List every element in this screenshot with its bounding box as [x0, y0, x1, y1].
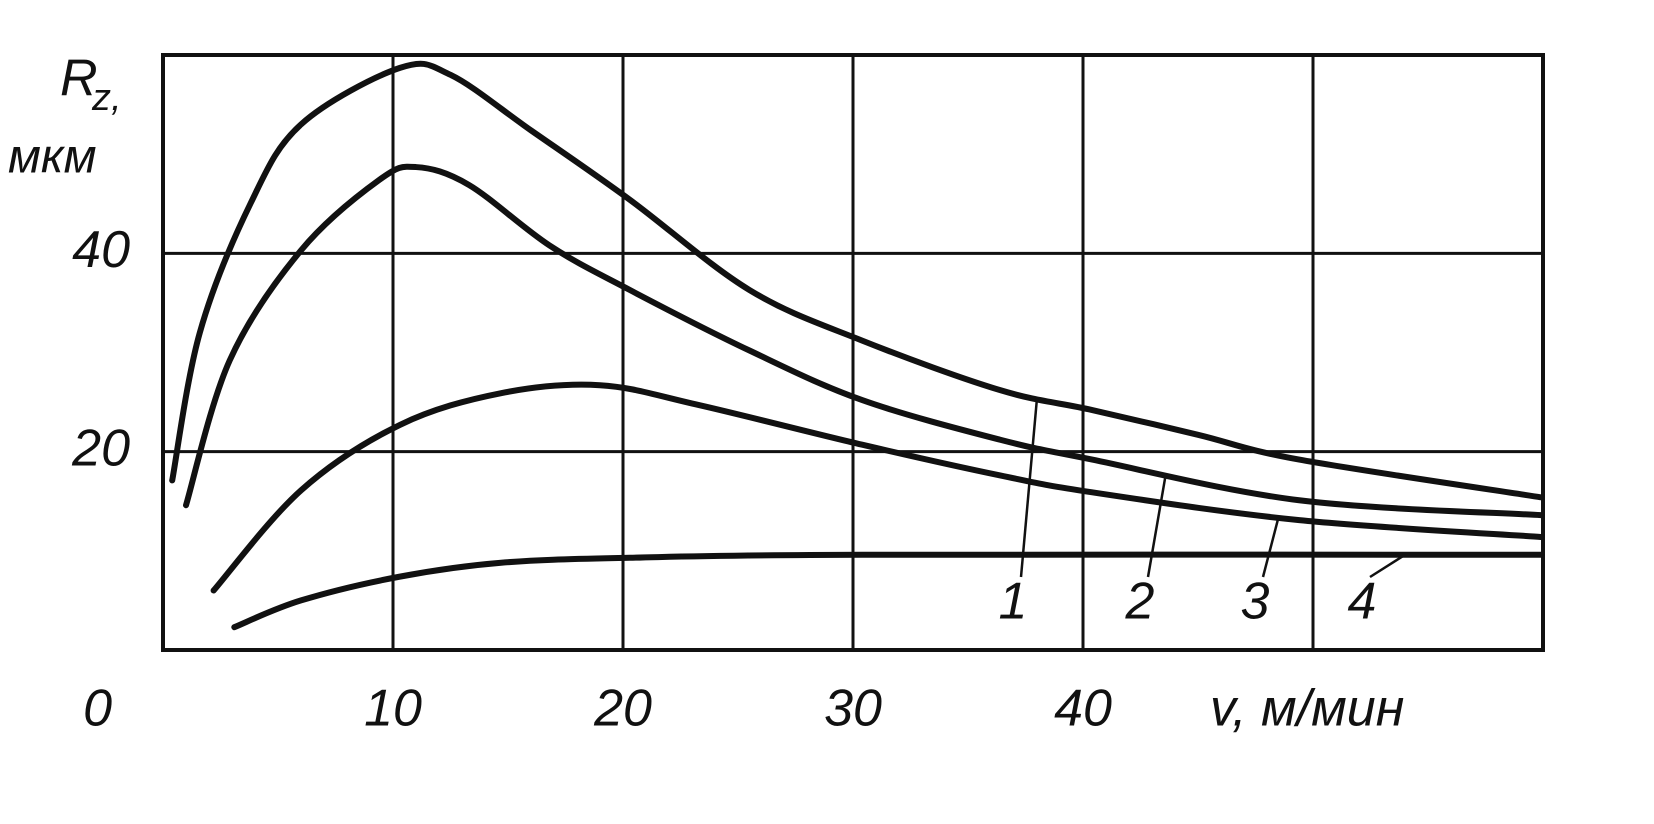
leader-line: [1019, 398, 1039, 578]
x-tick-label: 40: [1054, 680, 1112, 738]
y-tick-label: 40: [72, 221, 130, 279]
series-label: 4: [1348, 573, 1377, 631]
leader-line: [1261, 517, 1280, 578]
line-series: [169, 60, 1544, 501]
y-label-subscript: z,: [91, 77, 122, 119]
y-tick-label: 0: [83, 680, 112, 738]
line-series: [210, 381, 1544, 594]
x-label: v, м/мин: [1210, 680, 1404, 738]
y-label-unit: мкм: [8, 131, 96, 184]
series-label: 1: [999, 573, 1028, 631]
series-label: 2: [1125, 573, 1155, 631]
line-series: [231, 551, 1544, 631]
x-tick-label: 30: [824, 680, 882, 738]
leader-line: [1369, 553, 1406, 579]
series-label: 3: [1241, 573, 1270, 631]
x-tick-label: 20: [593, 680, 652, 738]
y-label-symbol: R: [60, 50, 98, 108]
leader-line: [1146, 473, 1168, 578]
y-tick-label: 20: [71, 419, 130, 477]
line-series: [183, 163, 1544, 519]
x-tick-label: 10: [364, 680, 422, 738]
